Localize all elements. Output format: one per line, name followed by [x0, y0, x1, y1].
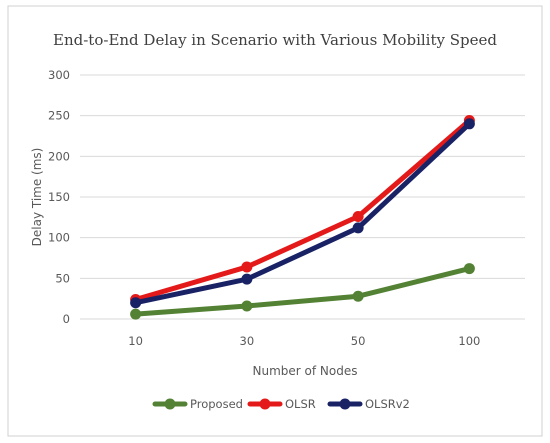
- data-point-proposed-100: [463, 263, 475, 275]
- legend-marker-proposed: [164, 398, 176, 410]
- chart-title: End-to-End Delay in Scenario with Variou…: [53, 31, 497, 49]
- y-tick-label-6: 300: [48, 68, 70, 82]
- y-tick-label-3: 150: [48, 190, 70, 204]
- data-point-olsr-30: [241, 261, 253, 273]
- y-tick-label-2: 100: [48, 231, 70, 245]
- y-axis-label: Delay Time (ms): [30, 148, 44, 247]
- x-tick-label-2: 50: [351, 334, 366, 348]
- series-lines: [130, 115, 475, 320]
- tick-labels: 0 50 100 150 200 250 300 10 30 50 100: [48, 68, 480, 348]
- y-tick-label-5: 250: [48, 109, 70, 123]
- y-tick-label-1: 50: [55, 271, 70, 285]
- gridlines: [80, 74, 525, 320]
- data-point-olsrv2-100: [463, 118, 475, 130]
- series-line-olsrv2: [133, 121, 472, 306]
- x-tick-label-0: 10: [128, 334, 143, 348]
- chart-frame: [7, 5, 543, 437]
- data-point-olsrv2-30: [241, 273, 253, 285]
- legend-label-proposed: Proposed: [190, 397, 243, 411]
- legend-label-olsr: OLSR: [285, 397, 316, 411]
- legend-marker-olsr: [259, 398, 271, 410]
- legend-label-olsrv2: OLSRv2: [365, 397, 410, 411]
- data-point-olsrv2-50: [352, 222, 364, 234]
- x-axis-label: Number of Nodes: [253, 364, 358, 378]
- legend-marker-olsrv2: [339, 398, 351, 410]
- legend: Proposed OLSR OLSRv2: [152, 397, 410, 411]
- x-tick-label-1: 30: [240, 334, 255, 348]
- data-point-proposed-30: [241, 300, 253, 312]
- data-point-olsr-50: [352, 211, 364, 223]
- series-line-olsr: [133, 118, 472, 302]
- series-line-proposed: [133, 266, 472, 317]
- y-tick-label-4: 200: [48, 149, 70, 163]
- y-tick-label-0: 0: [63, 312, 70, 326]
- data-point-proposed-10: [130, 308, 142, 320]
- x-tick-label-3: 100: [458, 334, 480, 348]
- data-point-olsrv2-10: [130, 297, 142, 309]
- data-point-proposed-50: [352, 290, 364, 302]
